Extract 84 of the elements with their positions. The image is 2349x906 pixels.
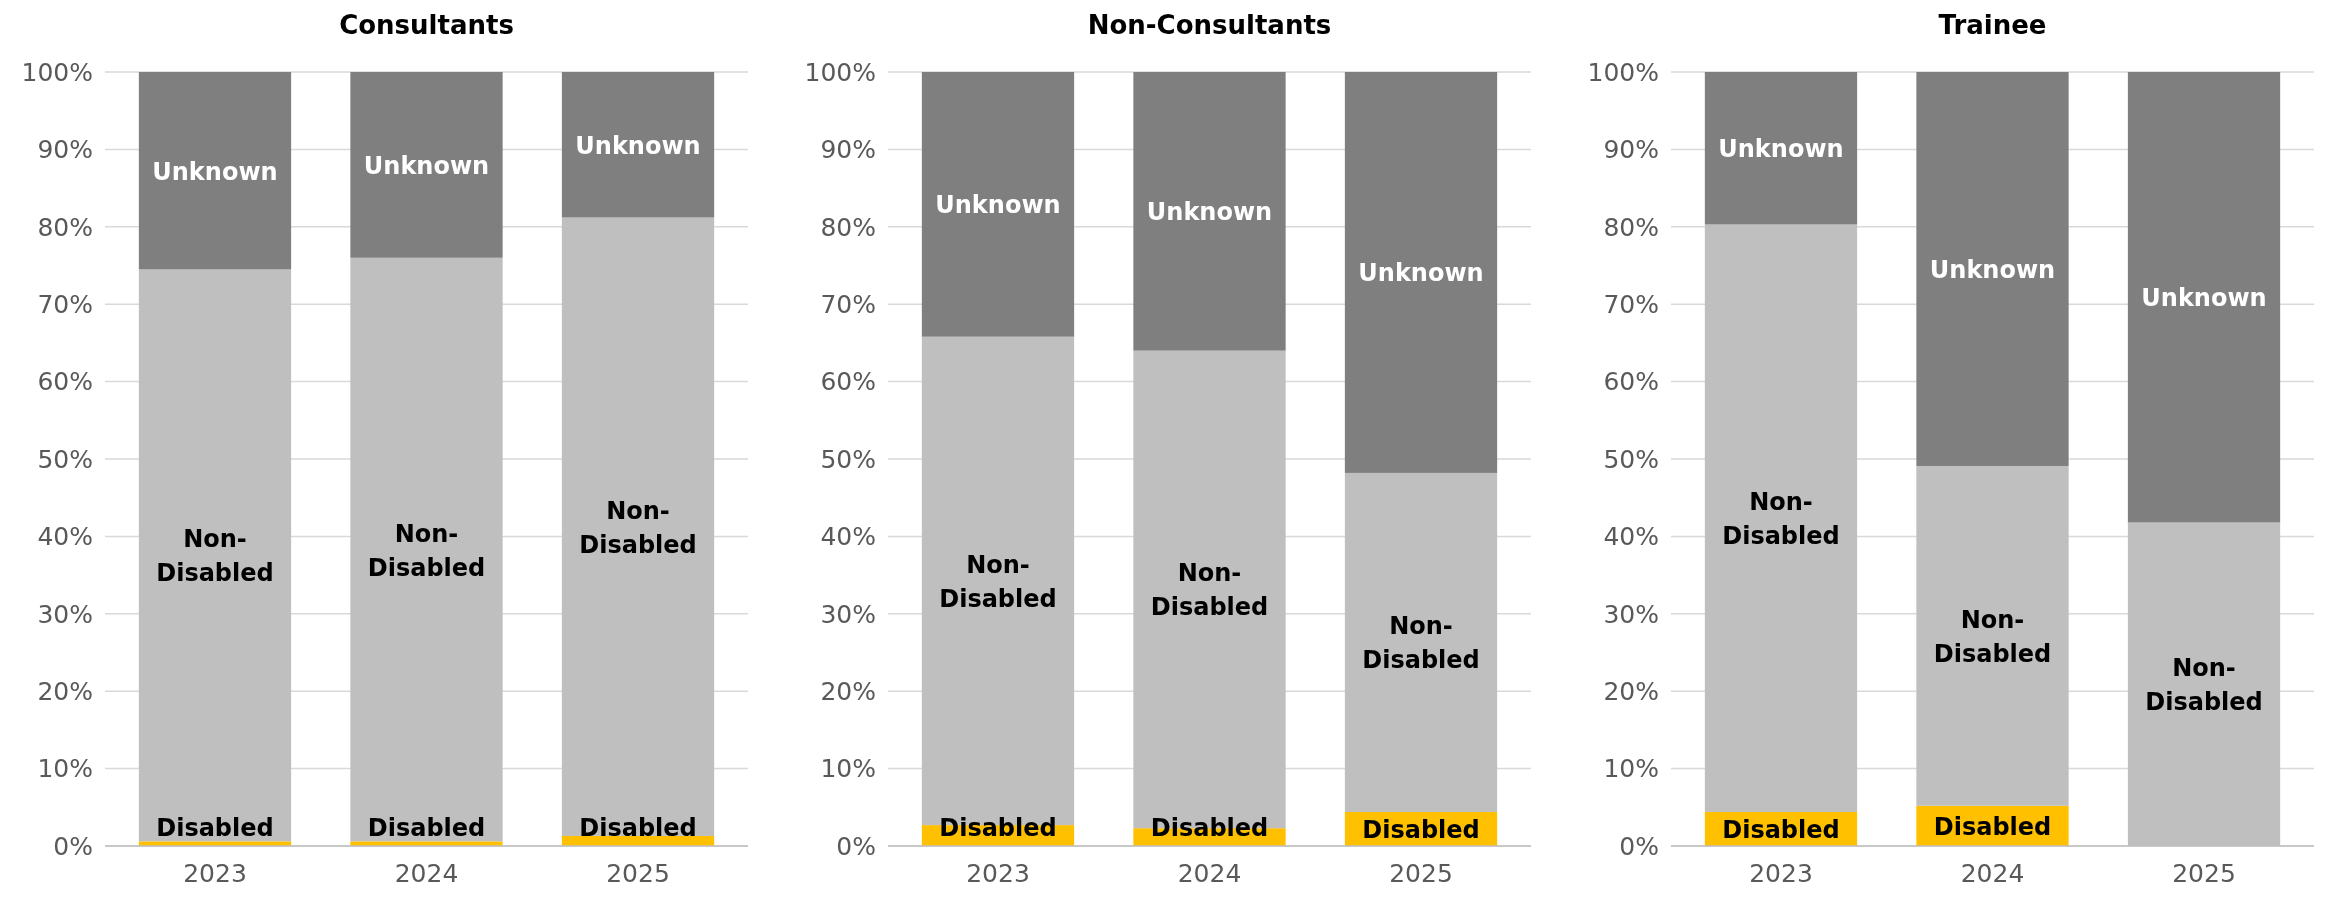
text: Non-Disabled (1362, 612, 1480, 675)
text: Unknown (575, 131, 701, 160)
y-tick-label: 0% (53, 831, 93, 861)
text: Unknown (1718, 135, 1844, 164)
x-tick-label: 2024 (1177, 859, 1242, 888)
bar (350, 257, 503, 842)
x-tick-label: 2025 (606, 859, 670, 888)
x-tick-label: 2025 (1389, 859, 1453, 888)
x-tick-label: 2023 (1749, 859, 1813, 888)
y-tick-label: 30% (1603, 599, 1659, 629)
bar (1916, 465, 2069, 806)
text: Non-Disabled (2145, 654, 2263, 717)
y-tick-label: 70% (820, 289, 876, 319)
bar (350, 72, 503, 258)
y-tick-label: 20% (820, 676, 876, 706)
bar (921, 72, 1075, 337)
text: Disabled (1933, 812, 2052, 841)
text: Non-Disabled (1150, 559, 1269, 622)
y-tick-label: 30% (820, 599, 876, 629)
text: Non-Disabled (579, 496, 697, 559)
y-tick-label: 20% (37, 676, 93, 706)
y-tick-label: 30% (37, 599, 93, 629)
y-tick-label: 90% (37, 135, 93, 165)
series-label: Unknown (1146, 198, 1273, 227)
text: Unknown (1358, 259, 1484, 288)
y-tick-label: 50% (1603, 444, 1659, 474)
y-tick-label: 80% (820, 212, 876, 242)
y-tick-label: 100% (1587, 57, 1659, 87)
y-tick-label: 50% (820, 444, 876, 474)
y-tick-label: 40% (820, 522, 876, 552)
text: Unknown (935, 191, 1061, 220)
text: Unknown (152, 157, 278, 186)
y-tick-label: 0% (836, 831, 876, 861)
text: Non-Disabled (367, 519, 486, 582)
bar (1344, 472, 1498, 812)
x-tick-label: 2024 (394, 859, 459, 888)
y-tick-label: 80% (1603, 212, 1659, 242)
chart-title: Non-Consultants (1087, 10, 1332, 40)
x-tick-label: 2024 (1960, 859, 2025, 888)
text: Disabled (367, 814, 486, 842)
text: Unknown (2141, 284, 2267, 313)
y-tick-label: 70% (37, 289, 93, 319)
bar (2127, 72, 2281, 523)
chart-title: Consultants (339, 10, 514, 40)
y-tick-label: 100% (804, 57, 876, 87)
chart-title: Trainee (1938, 10, 2047, 40)
y-tick-label: 40% (1603, 522, 1659, 552)
series-label: Non-Disabled (1933, 605, 2052, 668)
series-label: Non-Disabled (156, 525, 274, 588)
bar (561, 217, 715, 836)
y-tick-label: 90% (820, 135, 876, 165)
series-label: Unknown (363, 151, 490, 180)
bar (1704, 224, 1858, 812)
bar (561, 72, 715, 218)
series-label: Disabled (1722, 815, 1840, 844)
y-tick-label: 0% (1619, 831, 1659, 861)
y-tick-label: 90% (1603, 135, 1659, 165)
bar (138, 269, 292, 842)
y-tick-label: 10% (37, 754, 93, 784)
x-tick-label: 2023 (183, 859, 247, 888)
series-label: Unknown (1929, 255, 2056, 284)
y-tick-label: 60% (820, 367, 876, 397)
bar (138, 72, 292, 270)
y-tick-label: 10% (820, 754, 876, 784)
y-tick-label: 80% (37, 212, 93, 242)
x-tick-label: 2023 (966, 859, 1030, 888)
text: Disabled (1362, 815, 1480, 844)
text: Non-Disabled (1722, 488, 1840, 551)
y-tick-label: 60% (1603, 367, 1659, 397)
text: Disabled (579, 814, 697, 842)
y-tick-label: 20% (1603, 676, 1659, 706)
y-tick-label: 70% (1603, 289, 1659, 319)
bar (1916, 72, 2069, 466)
y-tick-label: 60% (37, 367, 93, 397)
x-tick-label: 2025 (2172, 859, 2236, 888)
y-tick-label: 40% (37, 522, 93, 552)
bar (1344, 72, 1498, 473)
series-label: Non-Disabled (939, 550, 1057, 613)
bar (1133, 72, 1286, 351)
series-label: Disabled (156, 814, 274, 842)
y-tick-label: 10% (1603, 754, 1659, 784)
y-tick-label: 50% (37, 444, 93, 474)
y-tick-label: 100% (21, 57, 93, 87)
bar (1704, 72, 1858, 225)
